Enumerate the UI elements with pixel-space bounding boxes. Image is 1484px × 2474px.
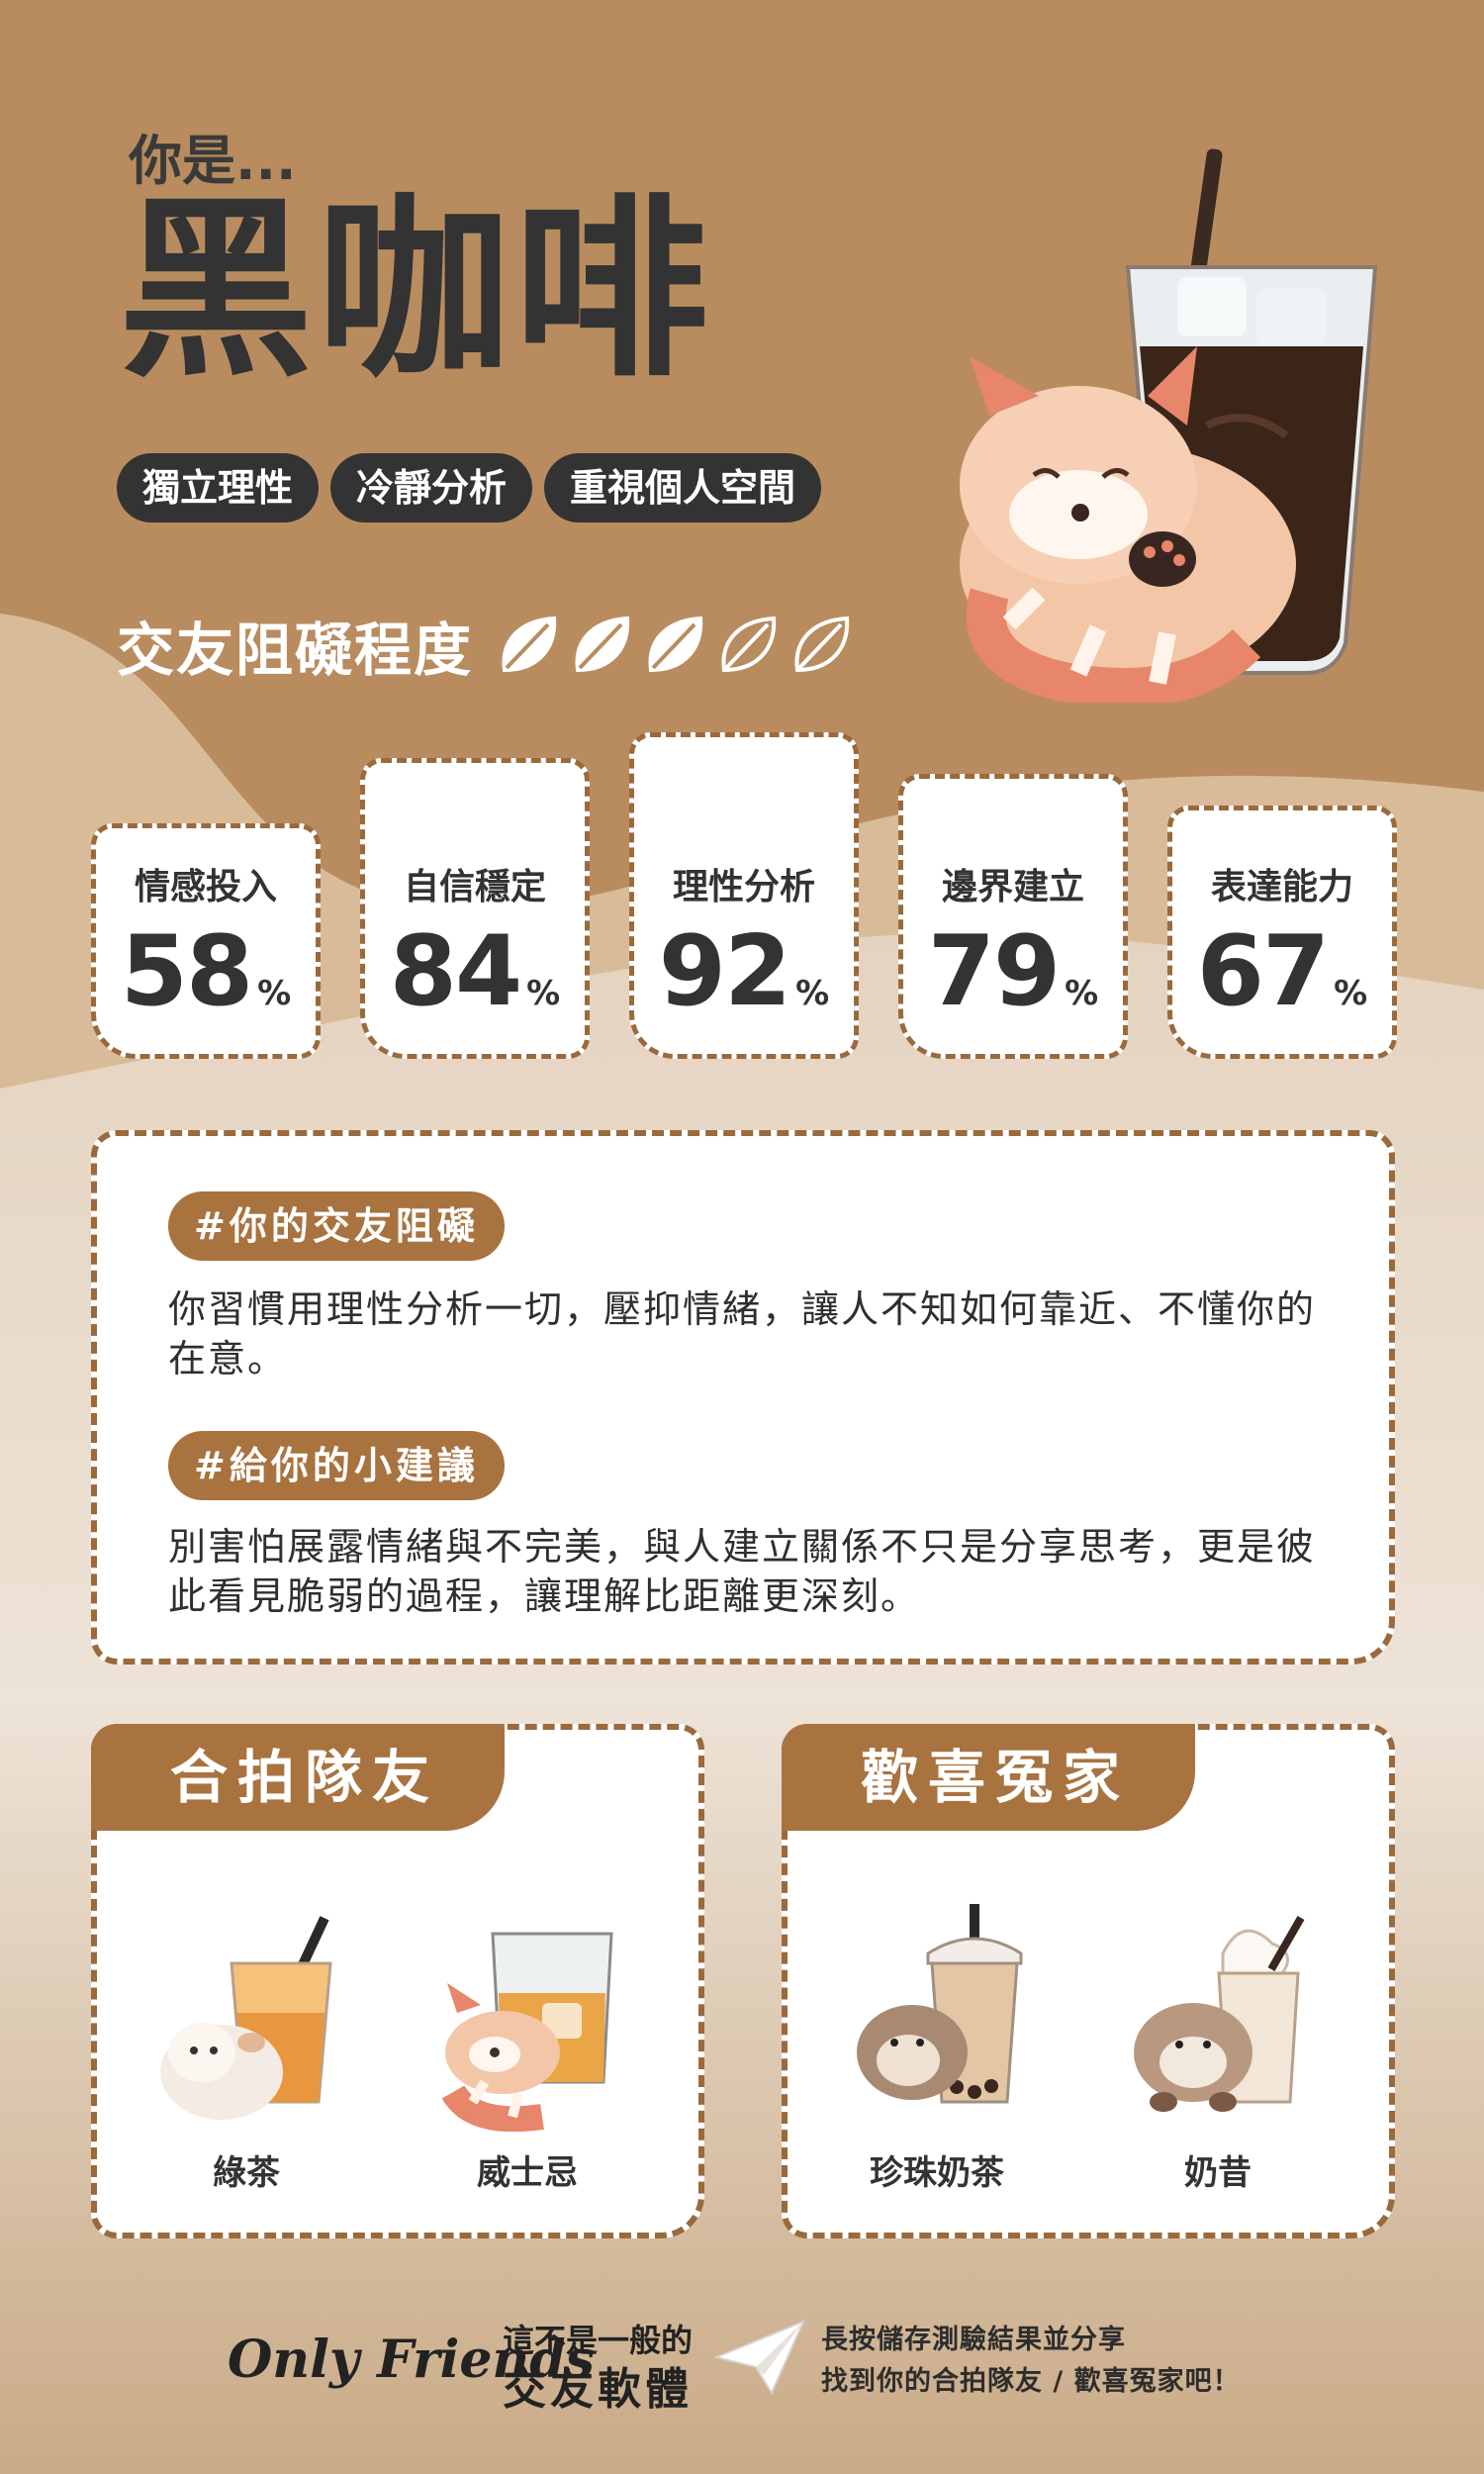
whisky-red-panda-icon: [441, 1932, 613, 2132]
stat-number: 58: [120, 915, 253, 1028]
advice-text: 別害怕展露情緒與不完美，與人建立關係不只是分享思考，更是彼此看見脆弱的過程，讓理…: [168, 1525, 1317, 1618]
green-tea-hamster-icon: [160, 1916, 332, 2120]
milkshake-otter-icon: [1134, 1916, 1305, 2112]
rivals-title: 歡喜冤家: [782, 1724, 1195, 1831]
rival-item: 奶昔: [1114, 1904, 1322, 2194]
leaf-filled-icon: [648, 616, 703, 673]
result-title: 黑咖啡: [119, 178, 713, 404]
stat-number: 84: [389, 915, 522, 1028]
leaf-filled-icon: [502, 616, 557, 673]
rival-name: 奶昔: [1184, 2153, 1252, 2193]
share-instruction: 長按儲存測驗結果並分享: [821, 2325, 1126, 2355]
stat-number: 79: [927, 915, 1061, 1028]
teammate-name: 綠茶: [213, 2153, 280, 2193]
stat-value: 67%: [1172, 915, 1392, 1028]
teammate-item: 威士忌: [423, 1904, 631, 2194]
stat-card: 表達能力 67%: [1167, 806, 1397, 1059]
stat-label: 邊界建立: [941, 867, 1084, 907]
stat-card: 理性分析 92%: [629, 732, 859, 1059]
stat-label: 理性分析: [672, 867, 815, 907]
paper-plane-icon: [712, 2320, 805, 2396]
stat-card: 邊界建立 79%: [898, 774, 1128, 1059]
obstacle-level: 交友阻礙程度: [117, 604, 851, 687]
stat-label: 情感投入: [134, 867, 277, 907]
stat-card: 自信穩定 84%: [360, 758, 590, 1059]
brand-logo: Only Friends: [228, 2330, 595, 2390]
stat-label: 自信穩定: [403, 867, 546, 907]
obstacle-text: 你習慣用理性分析一切，壓抑情緒，讓人不知如何靠近、不懂你的在意。: [168, 1287, 1317, 1380]
trait-tag: 獨立理性: [117, 453, 320, 523]
leaf-empty-icon: [794, 616, 850, 673]
stat-unit: %: [1334, 974, 1368, 1013]
teammate-item: 綠茶: [142, 1904, 350, 2194]
trait-tag: 冷靜分析: [330, 453, 533, 523]
teammates-box: 合拍隊友 綠茶 威士忌: [91, 1724, 704, 2238]
stat-number: 92: [658, 915, 791, 1028]
stat-label: 表達能力: [1210, 867, 1353, 907]
trait-tag: 重視個人空間: [544, 453, 822, 523]
stat-number: 67: [1196, 915, 1330, 1028]
obstacle-label: 交友阻礙程度: [117, 617, 474, 684]
stat-value: 79%: [903, 915, 1123, 1028]
teammate-name: 威士忌: [477, 2153, 578, 2193]
leaf-filled-icon: [575, 616, 630, 673]
red-panda-coffee-icon: [960, 148, 1378, 703]
obstacle-rating: [499, 615, 851, 676]
leaf-empty-icon: [721, 616, 777, 673]
bubble-tea-otter-icon: [857, 1904, 1023, 2104]
stat-unit: %: [1065, 974, 1099, 1013]
intro-text: 你是...: [129, 130, 297, 192]
stat-unit: %: [257, 974, 292, 1013]
rivals-box: 歡喜冤家 珍珠奶茶 奶昔: [782, 1724, 1395, 2238]
stat-value: 84%: [365, 915, 585, 1028]
stat-unit: %: [795, 974, 830, 1013]
stat-value: 92%: [634, 915, 854, 1028]
teammates-title: 合拍隊友: [91, 1724, 505, 1831]
trait-tags: 獨立理性 冷靜分析 重視個人空間: [117, 453, 822, 523]
stat-unit: %: [526, 974, 561, 1013]
analysis-panel: #你的交友阻礙 你習慣用理性分析一切，壓抑情緒，讓人不知如何靠近、不懂你的在意。…: [91, 1130, 1395, 1665]
find-match-instruction: 找到你的合拍隊友 / 歡喜冤家吧！: [821, 2366, 1241, 2397]
obstacle-heading: #你的交友阻礙: [168, 1191, 505, 1261]
rival-name: 珍珠奶茶: [870, 2153, 1004, 2193]
stat-value: 58%: [96, 915, 316, 1028]
advice-heading: #給你的小建議: [168, 1431, 505, 1500]
brand-tagline-1: 這不是一般的: [503, 2322, 694, 2359]
brand-tagline-2: 交友軟體: [503, 2364, 693, 2415]
stat-card: 情感投入 58%: [91, 823, 321, 1059]
rival-item: 珍珠奶茶: [833, 1904, 1041, 2194]
